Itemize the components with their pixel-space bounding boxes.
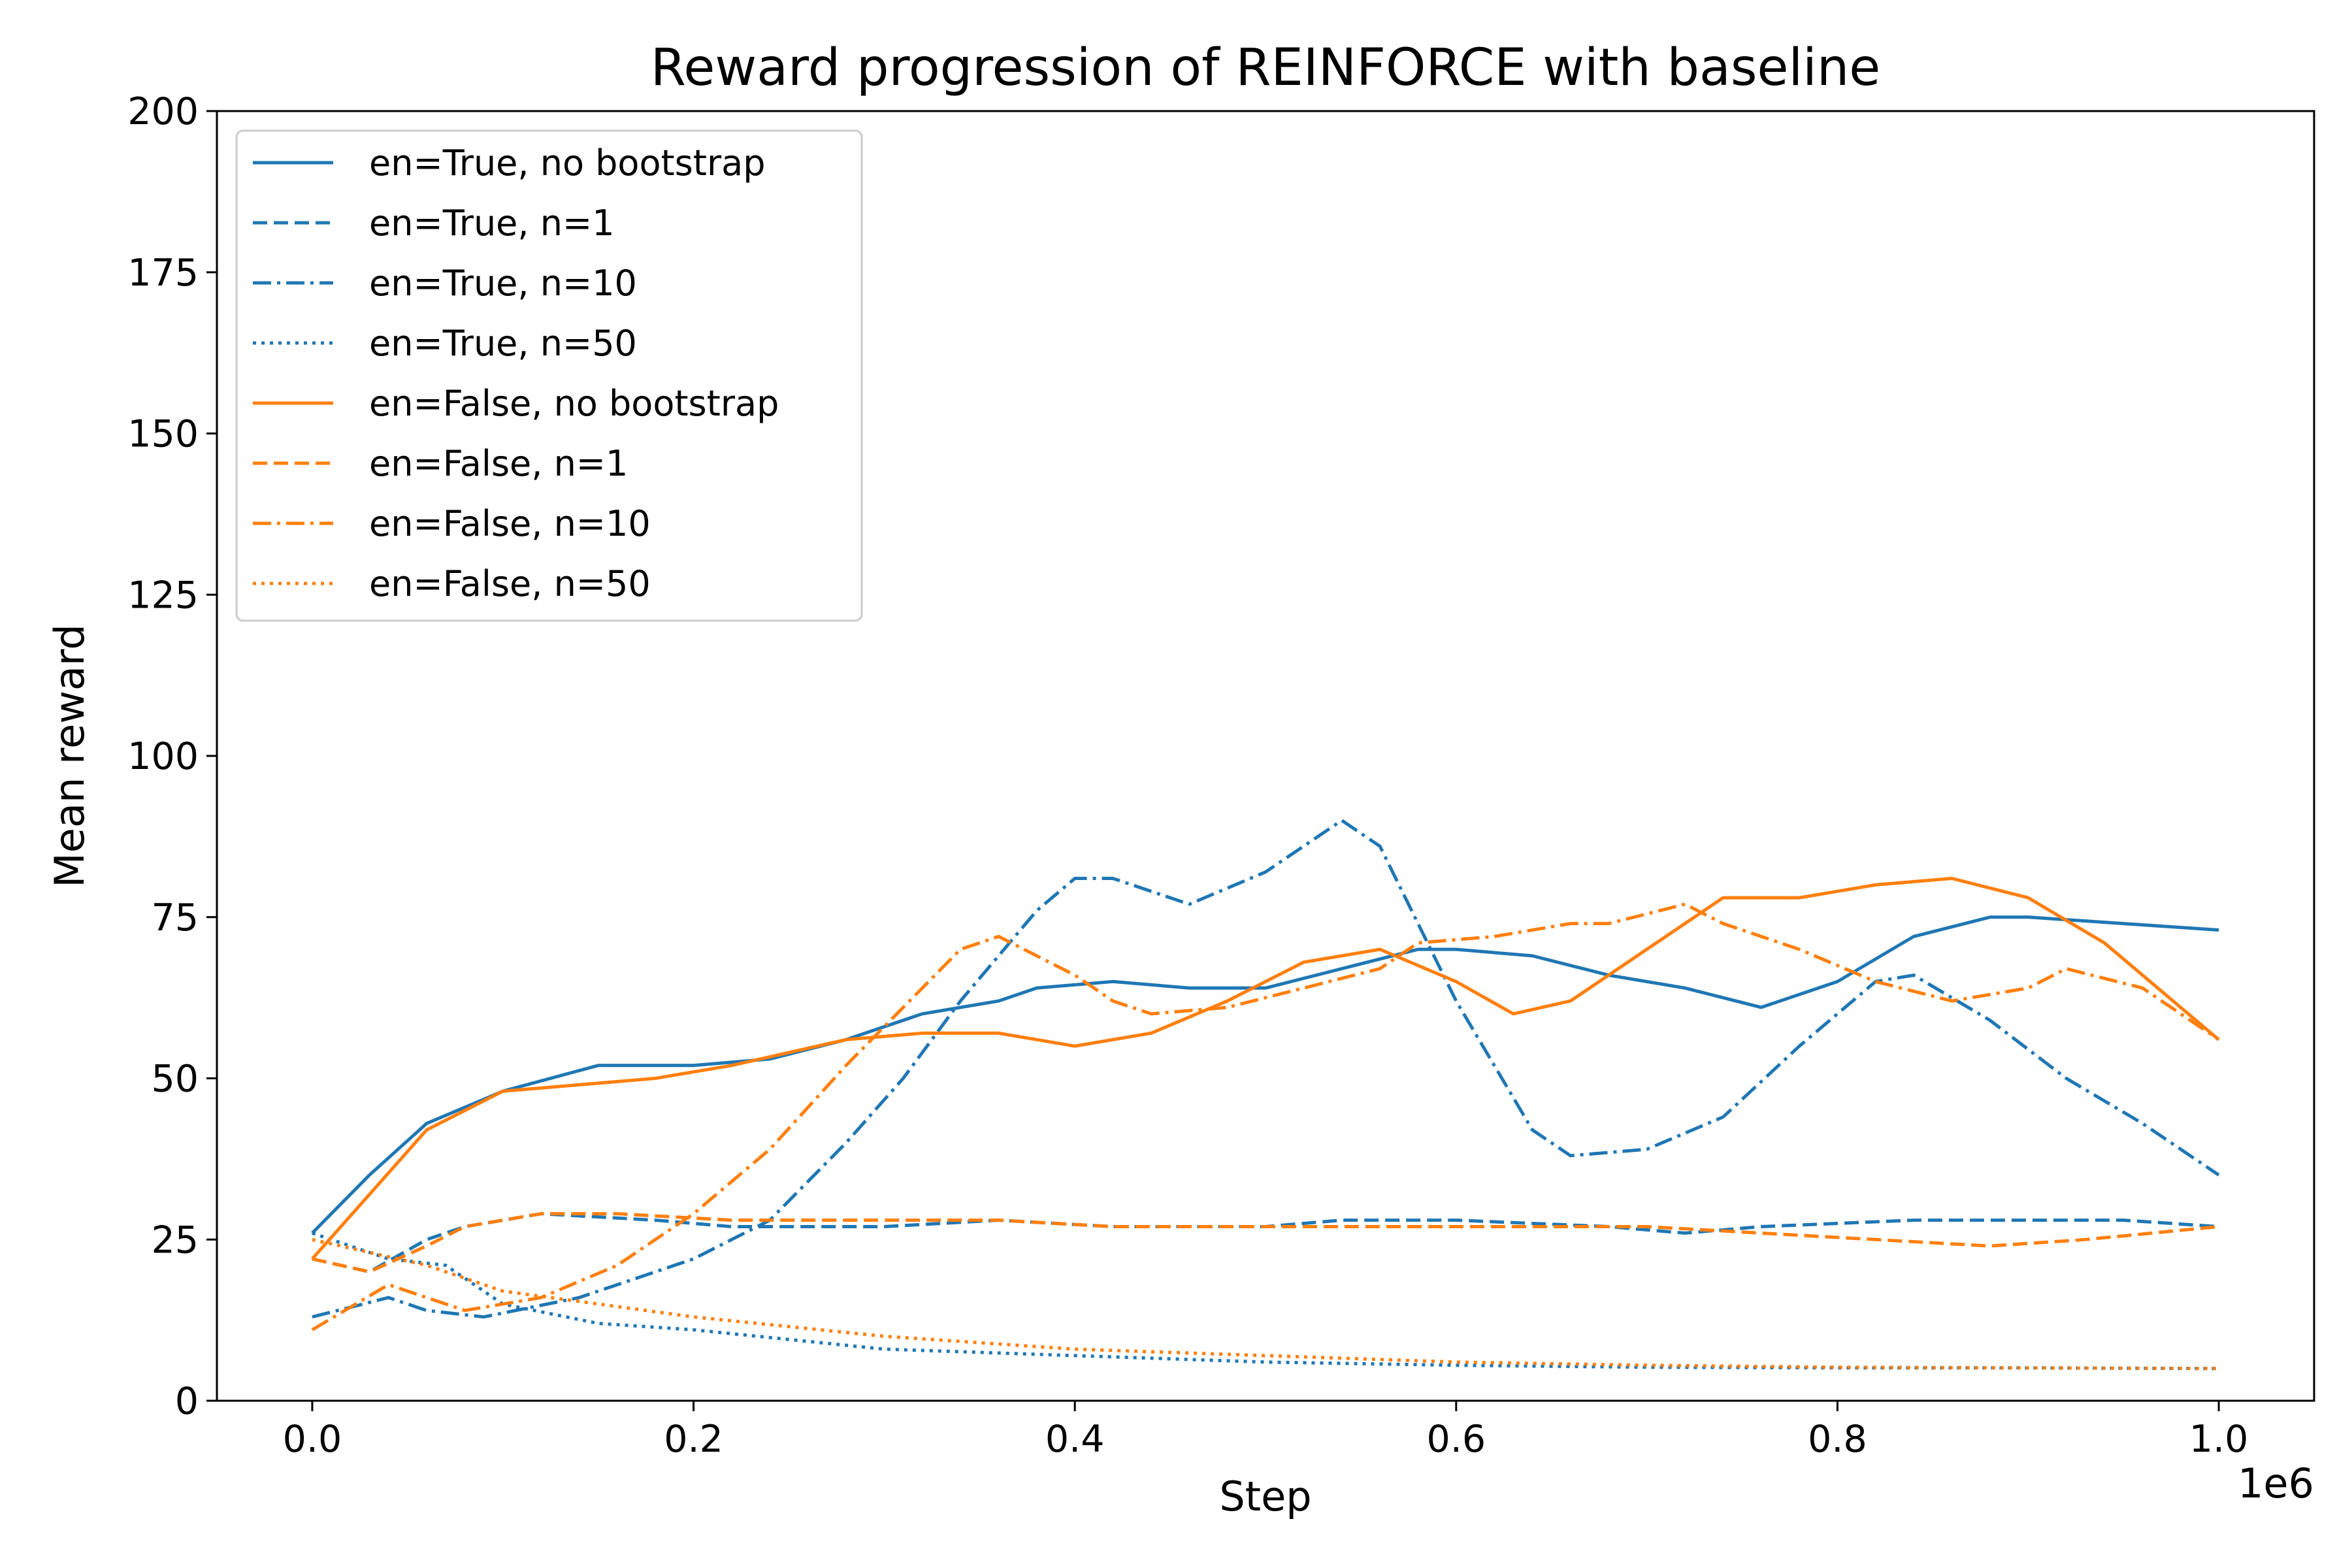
ticks-layer: 0.0 0.2 0.4 0.6 0.8 1.0 0 25 50 75 100 125 150 175 200 [127,90,2248,1461]
series-line-en-false-n-10 [311,902,2220,1331]
legend-box [235,129,863,622]
x-tick-label: 0.2 [664,1418,723,1461]
y-tick-label: 150 [127,413,199,456]
x-offset-label: 1e6 [2238,1460,2314,1507]
x-axis-label: Step [1219,1473,1311,1520]
legend-label-en-true-n-50: en=True, n=50 [369,323,637,364]
series-line-en-false-n-1 [312,1212,2219,1274]
x-tick-label: 0.8 [1808,1418,1867,1461]
y-tick-label: 125 [127,574,199,617]
series-line-en-false-no-bootstrap [311,877,2220,1260]
legend-label-en-true-n-10: en=True, n=10 [369,263,637,304]
x-tick-label: 0.4 [1045,1418,1105,1461]
series-line-en-false-n-50 [312,1237,2219,1371]
y-tick-label: 175 [127,252,199,295]
chart-title: Reward progression of REINFORCE with bas… [651,39,1881,97]
y-tick-label: 200 [127,90,199,133]
y-tick-label: 50 [151,1058,199,1101]
x-tick-label: 0.6 [1426,1418,1486,1461]
legend-label-en-false-n-50: en=False, n=50 [369,563,651,604]
legend-label-en-false-n-1: en=False, n=1 [369,443,628,484]
series-layer [311,819,2220,1371]
x-tick-label: 0.0 [283,1418,342,1461]
legend: en=True, no bootstrap en=True, n=1 en=True… [235,129,863,622]
y-axis-label: Mean reward [46,624,93,887]
legend-label-en-false-n-10: en=False, n=10 [369,503,651,544]
legend-label-en-true-no-bootstrap: en=True, no bootstrap [369,142,766,184]
series-line-en-true-n-10 [312,819,2220,1319]
y-tick-label: 100 [127,735,199,778]
legend-label-en-false-no-bootstrap: en=False, no bootstrap [369,383,779,424]
y-tick-label: 25 [151,1218,199,1262]
y-tick-label: 75 [151,896,199,939]
y-tick-label: 0 [175,1380,199,1423]
series-line-en-true-no-bootstrap [311,915,2219,1235]
x-tick-label: 1.0 [2189,1418,2249,1461]
legend-label-en-true-n-1: en=True, n=1 [369,203,615,244]
